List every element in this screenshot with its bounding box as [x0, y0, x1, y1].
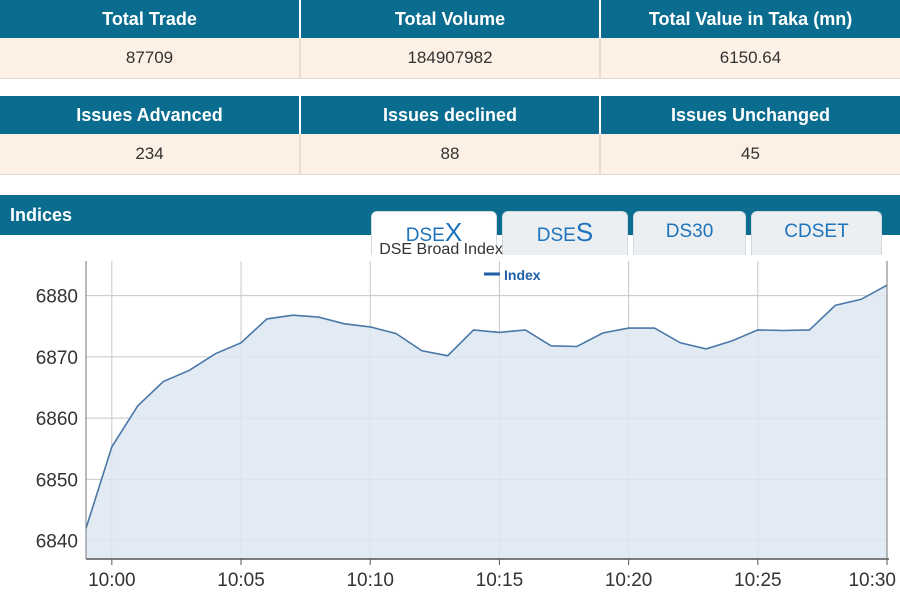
- chart-axes: [85, 261, 889, 565]
- x-tick-label: 10:25: [734, 570, 782, 591]
- x-tick-label: 10:10: [346, 570, 394, 591]
- total-volume-header: Total Volume: [300, 0, 601, 38]
- total-volume-value: 184907982: [300, 38, 601, 79]
- tab-cdset[interactable]: CDSET: [751, 211, 882, 255]
- issues-unchanged-value: 45: [600, 134, 900, 175]
- tab-dsex[interactable]: DSEX: [371, 211, 497, 255]
- issues-advanced-value: 234: [0, 134, 301, 175]
- total-trade-value: 87709: [0, 38, 301, 79]
- tab-dsex-suffix: X: [444, 217, 463, 247]
- indices-title: Indices: [10, 205, 73, 225]
- y-tick-label: 6870: [36, 348, 78, 369]
- tab-dsex-prefix: DSE: [405, 225, 445, 246]
- legend-label: Index: [504, 267, 541, 283]
- total-value-header: Total Value in Taka (mn): [600, 0, 900, 38]
- issues-table: Issues Advanced Issues declined Issues U…: [0, 96, 900, 175]
- series-area-index: [86, 285, 887, 559]
- tab-dses[interactable]: DSES: [502, 211, 628, 255]
- index-area-chart: 6840 6850 6860 6870 6880 10:00 10:05 10:10 10:15…: [36, 241, 896, 591]
- total-trade-header: Total Trade: [0, 0, 301, 38]
- tab-dses-suffix: S: [575, 217, 594, 247]
- x-tick-label: 10:05: [217, 570, 265, 591]
- issues-advanced-header: Issues Advanced: [0, 96, 301, 134]
- chart-title: DSE Broad Index: [379, 241, 503, 258]
- issues-declined-header: Issues declined: [300, 96, 601, 134]
- chart-labels: 6840 6850 6860 6870 6880 10:00 10:05 10:10 10:15…: [36, 287, 896, 591]
- y-tick-label: 6840: [36, 532, 78, 553]
- trade-summary-table: Total Trade Total Volume Total Value in …: [0, 0, 900, 79]
- x-tick-label: 10:20: [605, 570, 653, 591]
- tab-dses-prefix: DSE: [536, 225, 576, 246]
- y-tick-label: 6880: [36, 287, 78, 308]
- tab-ds30[interactable]: DS30: [633, 211, 746, 255]
- series-line-index: [85, 284, 888, 529]
- x-tick-label: 10:15: [476, 570, 524, 591]
- tab-cdset-label: CDSET: [784, 221, 849, 242]
- x-tick-label: 10:00: [88, 570, 136, 591]
- y-tick-label: 6850: [36, 470, 78, 491]
- x-tick-label: 10:30: [848, 570, 896, 591]
- total-value-value: 6150.64: [600, 38, 900, 79]
- issues-unchanged-header: Issues Unchanged: [600, 96, 900, 134]
- tab-ds30-label: DS30: [665, 221, 714, 242]
- issues-declined-value: 88: [300, 134, 601, 175]
- y-tick-label: 6860: [36, 409, 78, 430]
